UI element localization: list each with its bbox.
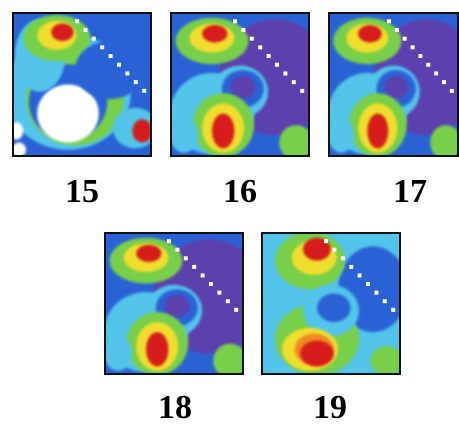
heatmap	[62, 189, 286, 418]
marker	[100, 45, 104, 49]
marker	[358, 273, 362, 277]
heat-region	[132, 119, 152, 142]
marker	[366, 282, 370, 286]
marker	[442, 80, 446, 84]
marker	[332, 248, 336, 252]
heat-region	[9, 122, 23, 139]
heatmap-panel	[219, 189, 443, 418]
marker	[233, 19, 237, 23]
marker	[403, 37, 407, 41]
marker	[387, 19, 391, 23]
marker	[300, 89, 304, 93]
marker	[250, 37, 254, 41]
marker	[83, 28, 87, 32]
heat-region	[300, 341, 334, 367]
heat-region	[104, 336, 132, 370]
marker	[411, 45, 415, 49]
heatmap	[0, 0, 194, 201]
marker	[383, 299, 387, 303]
marker	[241, 28, 245, 32]
marker	[275, 63, 279, 67]
marker	[92, 37, 96, 41]
marker	[75, 19, 79, 23]
marker	[134, 80, 138, 84]
marker	[450, 89, 454, 93]
heatmap-panel	[289, 0, 459, 201]
marker	[234, 308, 238, 312]
marker	[201, 273, 205, 277]
heatmap	[289, 0, 459, 201]
marker	[109, 54, 113, 58]
heat-region	[146, 332, 168, 366]
marker	[192, 265, 196, 269]
heat-region	[202, 25, 227, 42]
marker	[125, 71, 129, 75]
heat-region	[317, 293, 351, 322]
heat-region	[75, 41, 145, 99]
marker	[226, 299, 230, 303]
figure: 15 16 17 18 19	[0, 0, 459, 424]
marker	[175, 248, 179, 252]
heat-region	[370, 346, 404, 375]
marker	[426, 63, 430, 67]
marker	[283, 71, 287, 75]
heat-region	[279, 125, 313, 160]
marker	[391, 308, 395, 312]
heat-region	[170, 118, 198, 153]
heat-region	[136, 245, 161, 262]
panel-label: 17	[393, 173, 427, 210]
marker	[142, 89, 146, 93]
heatmap-panel	[62, 189, 286, 418]
marker	[117, 63, 121, 67]
heatmap-panel	[0, 0, 194, 201]
marker	[184, 256, 188, 260]
marker	[418, 54, 422, 58]
marker	[434, 71, 438, 75]
marker	[167, 239, 171, 243]
heat-region	[367, 114, 388, 149]
marker	[292, 80, 296, 84]
panel-label: 19	[313, 389, 347, 424]
marker	[324, 239, 328, 243]
marker	[258, 45, 262, 49]
panel-label: 18	[158, 389, 192, 424]
heat-region	[12, 143, 26, 158]
marker	[374, 291, 378, 295]
panel-label: 15	[65, 173, 99, 210]
heat-region	[358, 25, 382, 42]
marker	[349, 265, 353, 269]
heatmap	[219, 189, 443, 418]
marker	[395, 28, 399, 32]
marker	[341, 256, 345, 260]
heat-region	[213, 344, 247, 378]
heat-region	[212, 114, 234, 149]
marker	[217, 291, 221, 295]
heatmap	[128, 0, 352, 201]
heat-region	[51, 24, 73, 41]
panel-label: 16	[223, 173, 257, 210]
heat-region	[328, 118, 354, 153]
marker	[267, 54, 271, 58]
marker	[209, 282, 213, 286]
heatmap-panel	[128, 0, 352, 201]
